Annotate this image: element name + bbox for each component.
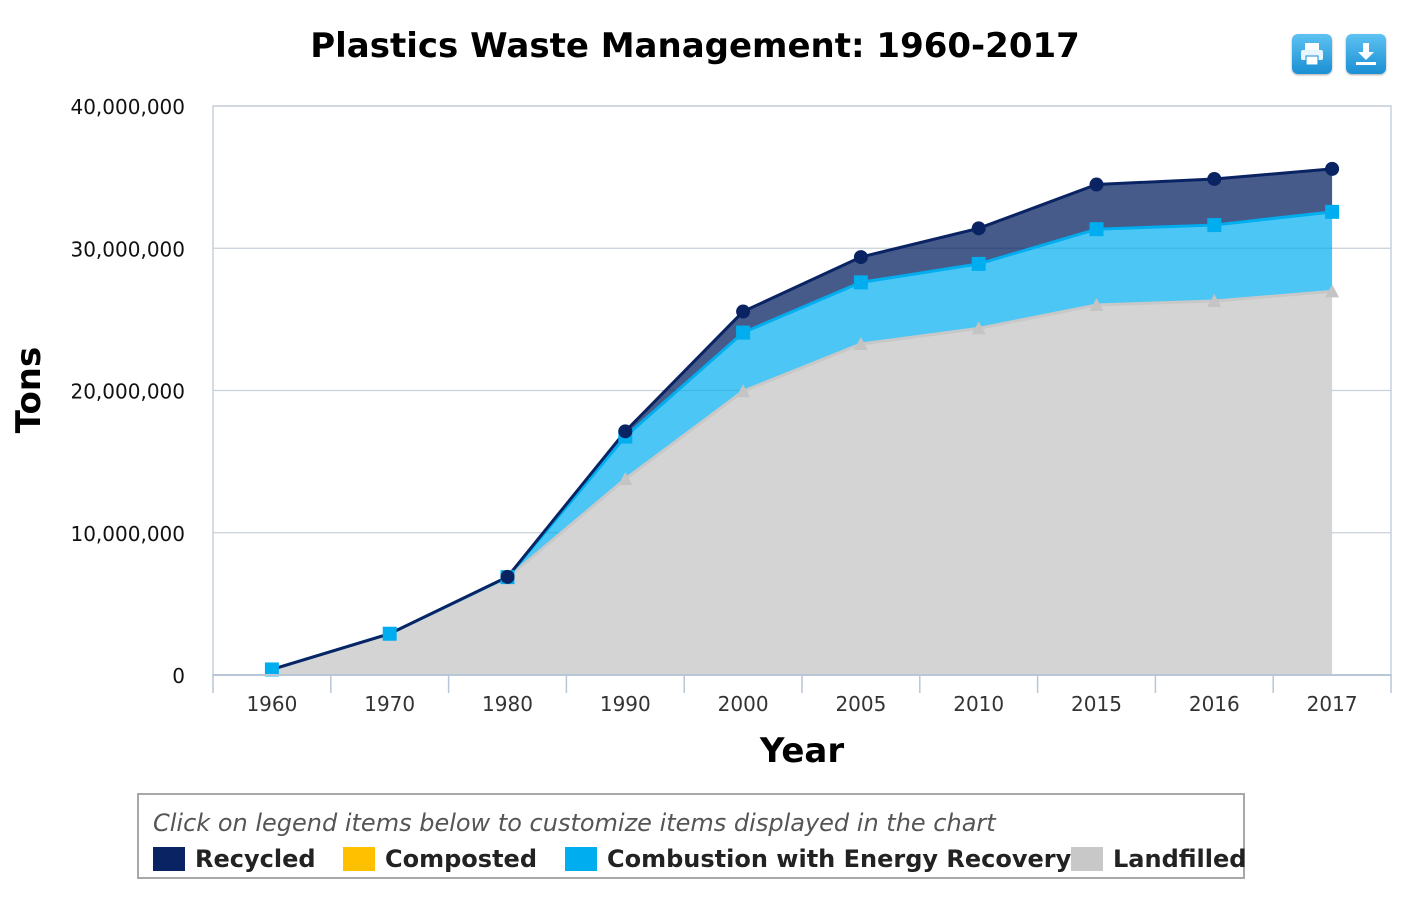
point-recycled	[1325, 161, 1340, 176]
y-axis-title: Tons	[9, 347, 49, 433]
point-recycled	[1089, 177, 1104, 192]
x-axis-title: Year	[759, 731, 845, 771]
point-combustion-with-energy-recovery	[853, 275, 868, 290]
legend-label-landfilled: Landfilled	[1113, 845, 1247, 873]
point-recycled	[736, 304, 751, 319]
point-combustion-with-energy-recovery	[1207, 218, 1222, 233]
series-lines	[271, 167, 1333, 671]
series-markers	[264, 161, 1340, 677]
point-landfilled	[1207, 294, 1222, 308]
legend-item-combustion[interactable]: Combustion with Energy Recovery	[565, 845, 1071, 873]
y-tick-label: 10,000,000	[70, 522, 185, 546]
legend-item-landfilled[interactable]: Landfilled	[1071, 845, 1246, 873]
point-landfilled	[1325, 284, 1340, 298]
x-tick-label: 1960	[246, 692, 297, 716]
x-tick-label: 2016	[1189, 692, 1240, 716]
area-recycled	[271, 168, 1333, 670]
x-tick-label: 2015	[1071, 692, 1122, 716]
x-tick-label: 2010	[953, 692, 1004, 716]
series-areas	[271, 168, 1333, 675]
point-landfilled	[736, 384, 751, 398]
x-tick-label: 1990	[600, 692, 651, 716]
x-tick-label: 1970	[364, 692, 415, 716]
legend-label-combustion: Combustion with Energy Recovery	[607, 845, 1072, 873]
download-icon	[1356, 43, 1376, 65]
point-recycled	[853, 250, 868, 265]
point-combustion-with-energy-recovery	[1089, 222, 1104, 237]
point-recycled	[1207, 171, 1222, 186]
download-button[interactable]	[1346, 34, 1386, 74]
legend-swatch-combustion	[565, 847, 597, 871]
point-landfilled	[853, 336, 868, 350]
legend-label-composted: Composted	[385, 845, 537, 873]
axes: 0 10,000,000 20,000,000 30,000,000 40,000,00…	[70, 95, 1392, 716]
y-tick-label: 40,000,000	[70, 95, 185, 119]
x-tick-label: 1980	[482, 692, 533, 716]
legend-swatch-landfilled	[1071, 847, 1103, 871]
print-icon	[1301, 43, 1323, 66]
point-combustion-with-energy-recovery	[264, 662, 279, 677]
legend-swatch-composted	[343, 847, 375, 871]
legend-hint: Click on legend items below to customize…	[153, 809, 996, 837]
point-combustion-with-energy-recovery	[1325, 204, 1340, 219]
point-landfilled	[971, 321, 986, 335]
area-combustion-with-energy-recovery	[271, 211, 1333, 670]
legend: Click on legend items below to customize…	[137, 793, 1246, 879]
point-recycled	[971, 221, 986, 236]
line-recycled	[271, 167, 1333, 671]
legend-item-recycled[interactable]: Recycled	[153, 845, 316, 873]
point-combustion-with-energy-recovery	[971, 256, 986, 271]
point-combustion-with-energy-recovery	[382, 626, 397, 641]
y-tick-label: 20,000,000	[70, 380, 185, 404]
y-tick-label: 30,000,000	[70, 237, 185, 261]
x-tick-label: 2000	[718, 692, 769, 716]
point-recycled	[500, 569, 515, 584]
print-button[interactable]	[1292, 34, 1332, 74]
x-tick-label: 2005	[835, 692, 886, 716]
x-tick-label: 2017	[1307, 692, 1358, 716]
chart-title: Plastics Waste Management: 1960-2017	[310, 26, 1080, 66]
point-recycled	[618, 424, 633, 439]
legend-label-recycled: Recycled	[195, 845, 316, 873]
area-landfilled	[271, 291, 1333, 675]
point-combustion-with-energy-recovery	[736, 325, 751, 340]
point-landfilled	[618, 471, 633, 485]
legend-swatch-recycled	[153, 847, 185, 871]
legend-item-composted[interactable]: Composted	[343, 845, 537, 873]
point-landfilled	[1089, 298, 1104, 312]
y-tick-label: 0	[172, 664, 185, 688]
